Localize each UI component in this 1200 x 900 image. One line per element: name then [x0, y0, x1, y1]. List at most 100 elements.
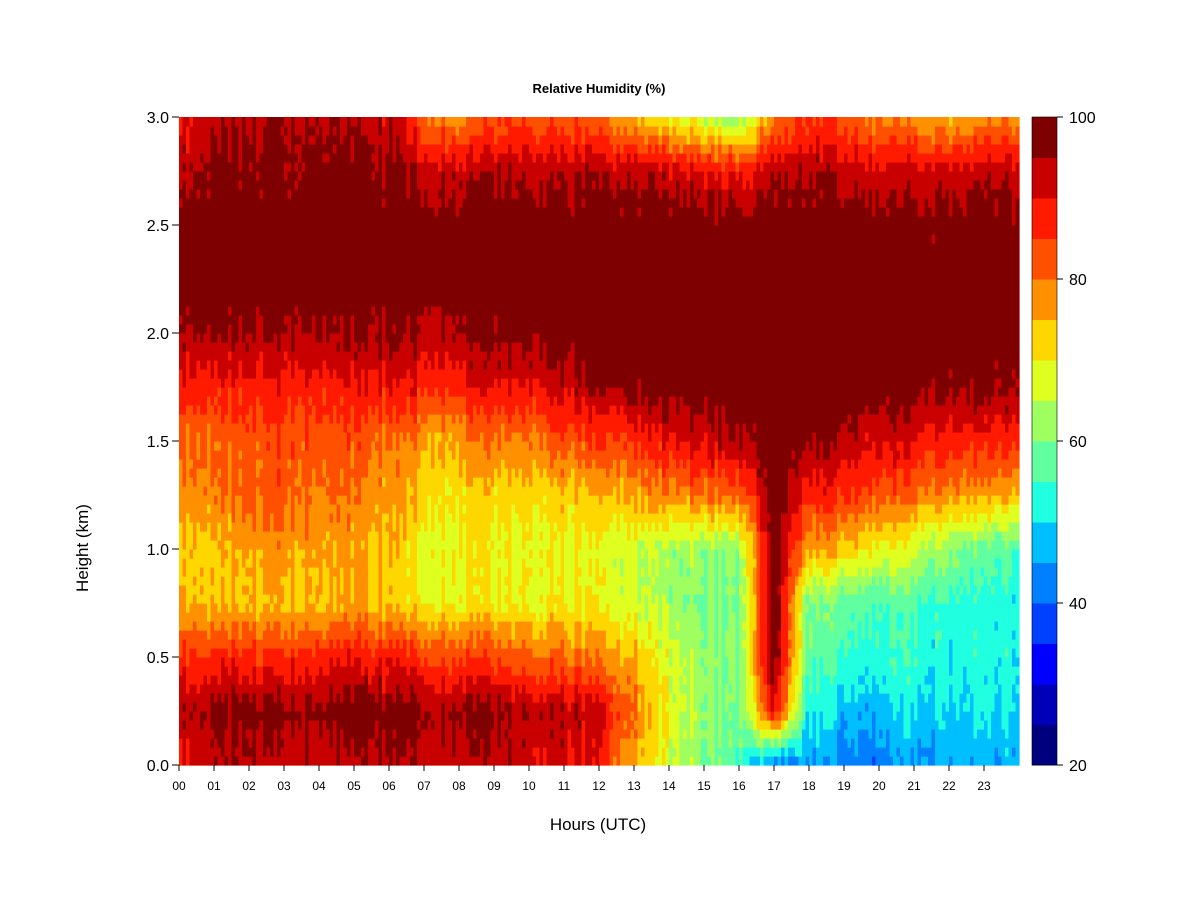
heatmap-cell [368, 423, 373, 433]
heatmap-cell [336, 180, 341, 190]
heatmap-cell [200, 279, 205, 289]
heatmap-cell [368, 333, 373, 343]
heatmap-cell [284, 297, 289, 307]
heatmap-cell [364, 648, 369, 658]
heatmap-cell [368, 180, 373, 190]
heatmap-cell [382, 252, 387, 262]
heatmap-cell [396, 405, 401, 415]
heatmap-cell [364, 675, 369, 685]
heatmap-cell [417, 612, 422, 622]
heatmap-cell [256, 378, 261, 388]
heatmap-cell [326, 360, 331, 370]
heatmap-cell [196, 153, 201, 163]
heatmap-cell [357, 756, 362, 766]
heatmap-cell [410, 144, 415, 154]
heatmap-cell [284, 684, 289, 694]
heatmap-cell [305, 693, 310, 703]
heatmap-cell [336, 162, 341, 172]
heatmap-cell [252, 486, 257, 496]
heatmap-cell [207, 675, 212, 685]
heatmap-cell [315, 135, 320, 145]
heatmap-cell [399, 243, 404, 253]
heatmap-cell [263, 621, 268, 631]
heatmap-cell [256, 387, 261, 397]
heatmap-cell [420, 747, 425, 757]
heatmap-cell [182, 504, 187, 514]
heatmap-cell [396, 630, 401, 640]
heatmap-cell [238, 144, 243, 154]
heatmap-cell [273, 279, 278, 289]
heatmap-cell [189, 117, 194, 127]
heatmap-cell [382, 468, 387, 478]
heatmap-cell [214, 423, 219, 433]
heatmap-cell [179, 594, 184, 604]
heatmap-cell [357, 558, 362, 568]
heatmap-cell [368, 738, 373, 748]
heatmap-cell [193, 279, 198, 289]
heatmap-cell [224, 360, 229, 370]
heatmap-cell [210, 234, 215, 244]
heatmap-cell [301, 450, 306, 460]
heatmap-cell [406, 558, 411, 568]
heatmap-cell [385, 396, 390, 406]
heatmap-cell [333, 720, 338, 730]
heatmap-cell [333, 333, 338, 343]
heatmap-cell [361, 549, 366, 559]
heatmap-cell [231, 189, 236, 199]
heatmap-cell [375, 495, 380, 505]
heatmap-cell [403, 756, 408, 766]
heatmap-cell [203, 279, 208, 289]
heatmap-cell [203, 378, 208, 388]
heatmap-cell [354, 288, 359, 298]
heatmap-cell [396, 702, 401, 712]
heatmap-cell [403, 171, 408, 181]
heatmap-cell [210, 630, 215, 640]
heatmap-cell [193, 423, 198, 433]
heatmap-cell [403, 324, 408, 334]
heatmap-cell [340, 135, 345, 145]
heatmap-cell [287, 207, 292, 217]
heatmap-cell [270, 756, 275, 766]
heatmap-cell [242, 270, 247, 280]
heatmap-cell [182, 369, 187, 379]
heatmap-cell [350, 171, 355, 181]
heatmap-cell [406, 270, 411, 280]
heatmap-cell [186, 279, 191, 289]
heatmap-cell [312, 153, 317, 163]
heatmap-cell [403, 495, 408, 505]
heatmap-cell [322, 306, 327, 316]
heatmap-cell [298, 216, 303, 226]
heatmap-cell [252, 225, 257, 235]
heatmap-cell [287, 756, 292, 766]
heatmap-cell [200, 495, 205, 505]
heatmap-cell [287, 621, 292, 631]
heatmap-cell [399, 531, 404, 541]
heatmap-cell [399, 441, 404, 451]
heatmap-cell [371, 333, 376, 343]
heatmap-cell [396, 531, 401, 541]
heatmap-cell [284, 180, 289, 190]
heatmap-cell [371, 270, 376, 280]
heatmap-cell [347, 657, 352, 667]
heatmap-cell [266, 486, 271, 496]
heatmap-cell [329, 144, 334, 154]
heatmap-cell [249, 414, 254, 424]
heatmap-cell [287, 189, 292, 199]
heatmap-cell [294, 207, 299, 217]
heatmap-cell [413, 288, 418, 298]
heatmap-cell [252, 639, 257, 649]
heatmap-cell [203, 639, 208, 649]
heatmap-cell [256, 603, 261, 613]
heatmap-cell [235, 144, 240, 154]
heatmap-cell [375, 216, 380, 226]
heatmap-cell [350, 684, 355, 694]
heatmap-cell [399, 261, 404, 271]
heatmap-cell [403, 567, 408, 577]
heatmap-cell [221, 477, 226, 487]
heatmap-cell [326, 234, 331, 244]
heatmap-cell [263, 423, 268, 433]
heatmap-cell [252, 630, 257, 640]
heatmap-cell [207, 423, 212, 433]
heatmap-cell [284, 306, 289, 316]
heatmap-cell [364, 540, 369, 550]
